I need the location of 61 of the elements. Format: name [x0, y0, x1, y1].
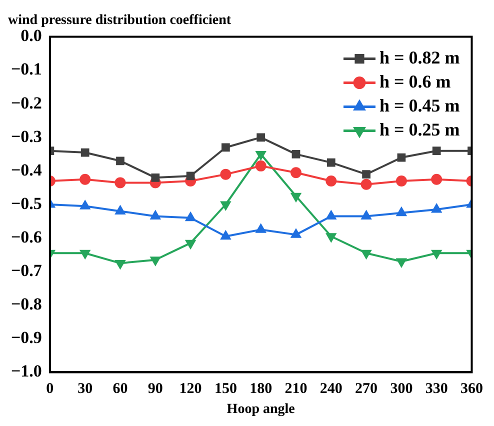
x-tick-label: 360 — [460, 381, 483, 398]
point — [222, 143, 230, 152]
x-tick-label: 90 — [148, 381, 163, 398]
point — [432, 146, 441, 156]
x-tick-label: 150 — [214, 381, 237, 398]
point — [360, 178, 372, 190]
point — [80, 174, 91, 185]
y-tick-label: −0.3 — [11, 126, 42, 146]
y-tick-label: −0.6 — [11, 227, 42, 246]
point — [220, 168, 232, 180]
point — [431, 174, 442, 185]
x-axis-title: Hoop angle — [226, 402, 295, 418]
point — [186, 172, 195, 180]
point — [220, 201, 231, 210]
y-tick-label: −0.2 — [11, 93, 42, 112]
point — [151, 173, 160, 182]
x-tick-label: 330 — [425, 381, 448, 398]
point — [186, 240, 196, 249]
point — [361, 250, 372, 259]
point — [290, 167, 302, 178]
x-tick-label: 270 — [355, 381, 378, 398]
x-tick-label: 210 — [284, 381, 308, 398]
y-tick-label: −1.0 — [11, 362, 42, 381]
point — [256, 150, 266, 160]
x-tick-label: 60 — [112, 381, 128, 398]
point — [150, 256, 160, 266]
point — [291, 192, 301, 202]
legend-label: h = 0.6 m — [379, 71, 451, 92]
point — [116, 156, 124, 166]
point — [396, 176, 407, 187]
point — [432, 250, 442, 259]
y-tick-label: 0.0 — [20, 26, 42, 46]
x-tick-label: 300 — [390, 381, 413, 398]
y-tick-label: −0.1 — [11, 60, 42, 79]
chart-title: wind pressure distribution coefficient — [8, 13, 232, 28]
x-tick-label: 240 — [320, 381, 342, 398]
x-tick-label: 0 — [46, 381, 54, 398]
y-tick-label: −0.8 — [11, 294, 42, 314]
legend-label: h = 0.45 m — [379, 95, 460, 116]
x-tick-label: 30 — [78, 381, 93, 398]
point — [397, 153, 406, 162]
point — [80, 250, 90, 259]
point — [115, 260, 126, 269]
point — [326, 176, 337, 187]
y-tick-label: −0.4 — [11, 160, 42, 180]
y-tick-label: −0.5 — [11, 194, 42, 213]
y-tick-label: −0.9 — [11, 328, 42, 348]
point — [292, 150, 300, 158]
point — [362, 170, 370, 178]
legend-label: h = 0.82 m — [379, 47, 460, 68]
point — [326, 233, 336, 242]
point — [396, 258, 406, 268]
point — [114, 177, 126, 188]
x-tick-label: 180 — [250, 381, 272, 398]
legend-label: h = 0.25 m — [379, 119, 460, 140]
y-tick-label: −0.7 — [11, 260, 42, 280]
point — [326, 158, 336, 167]
x-tick-label: 120 — [179, 381, 202, 398]
point — [256, 133, 266, 142]
point — [80, 148, 90, 157]
point — [255, 160, 266, 172]
